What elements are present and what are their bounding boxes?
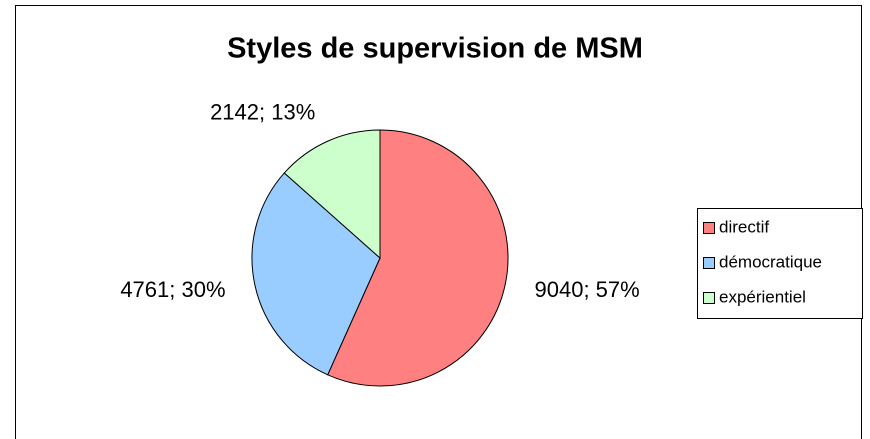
data-label: 2142; 13% — [210, 100, 315, 125]
legend-label: directif — [719, 217, 769, 236]
legend-label: expérientiel — [719, 287, 806, 306]
pie-slice — [251, 172, 381, 376]
pie-slice — [327, 129, 509, 387]
legend-label: démocratique — [719, 252, 822, 271]
data-label: 4761; 30% — [120, 277, 225, 302]
pie-slice — [283, 129, 381, 260]
legend-swatch — [703, 292, 715, 304]
data-label: 9040; 57% — [535, 277, 640, 302]
legend-swatch — [703, 222, 715, 234]
legend-box — [697, 208, 863, 319]
legend-swatch — [703, 257, 715, 269]
chart-title: Styles de supervision de MSM — [227, 33, 643, 65]
